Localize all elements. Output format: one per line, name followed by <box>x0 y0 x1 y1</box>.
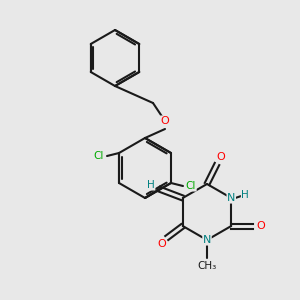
Text: N: N <box>227 193 236 203</box>
Text: H: H <box>242 190 249 200</box>
Text: CH₃: CH₃ <box>197 261 217 271</box>
Text: O: O <box>158 239 166 249</box>
Text: H: H <box>147 180 155 190</box>
Text: Cl: Cl <box>186 181 196 191</box>
Text: Cl: Cl <box>94 151 104 161</box>
Text: O: O <box>160 116 169 126</box>
Text: N: N <box>203 235 211 245</box>
Text: O: O <box>217 152 225 162</box>
Text: O: O <box>257 221 266 231</box>
